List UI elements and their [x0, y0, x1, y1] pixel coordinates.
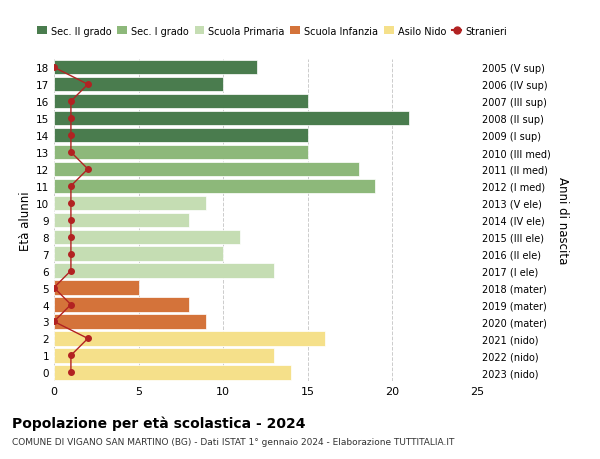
Bar: [54, 196, 206, 211]
Y-axis label: Anni di nascita: Anni di nascita: [556, 177, 569, 264]
Bar: [54, 146, 308, 160]
Bar: [54, 314, 206, 329]
Bar: [54, 162, 359, 177]
Bar: [54, 129, 308, 143]
Bar: [54, 331, 325, 346]
Text: Popolazione per età scolastica - 2024: Popolazione per età scolastica - 2024: [12, 415, 305, 430]
Bar: [54, 365, 291, 380]
Bar: [54, 264, 274, 278]
Bar: [54, 213, 190, 228]
Legend: Sec. II grado, Sec. I grado, Scuola Primaria, Scuola Infanzia, Asilo Nido, Stran: Sec. II grado, Sec. I grado, Scuola Prim…: [34, 23, 511, 40]
Bar: [54, 78, 223, 92]
Bar: [54, 230, 240, 244]
Text: COMUNE DI VIGANO SAN MARTINO (BG) - Dati ISTAT 1° gennaio 2024 - Elaborazione TU: COMUNE DI VIGANO SAN MARTINO (BG) - Dati…: [12, 437, 454, 446]
Bar: [54, 281, 139, 295]
Bar: [54, 61, 257, 75]
Bar: [54, 247, 223, 261]
Bar: [54, 95, 308, 109]
Bar: [54, 179, 376, 194]
Bar: [54, 298, 190, 312]
Y-axis label: Età alunni: Età alunni: [19, 190, 32, 250]
Bar: [54, 348, 274, 363]
Bar: [54, 112, 409, 126]
